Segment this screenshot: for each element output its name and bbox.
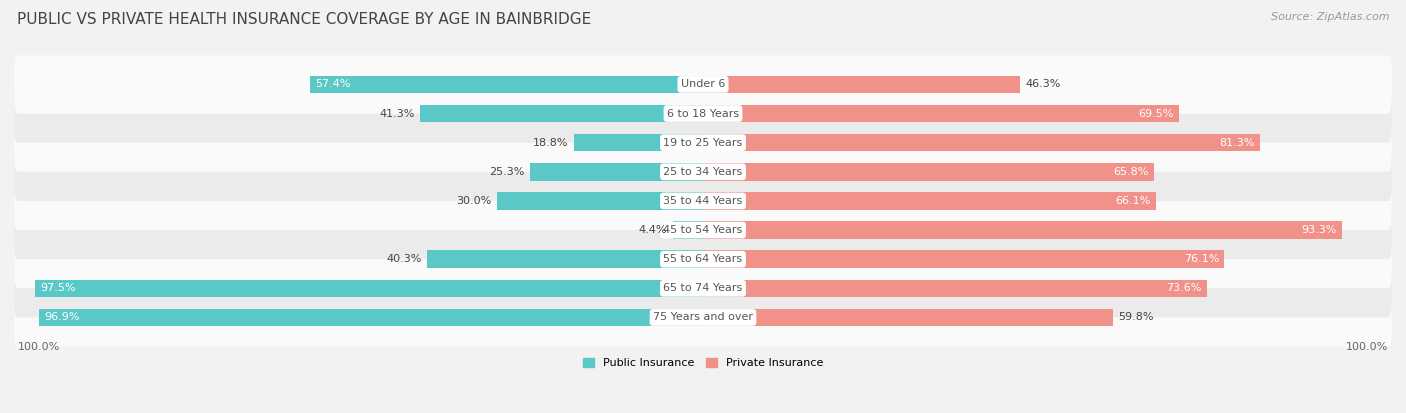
Text: 35 to 44 Years: 35 to 44 Years (664, 196, 742, 206)
Bar (703, 105, 1180, 122)
Bar (703, 134, 1260, 152)
Text: 41.3%: 41.3% (380, 109, 415, 119)
Text: 93.3%: 93.3% (1302, 225, 1337, 235)
Text: 19 to 25 Years: 19 to 25 Years (664, 138, 742, 148)
Text: 73.6%: 73.6% (1167, 283, 1202, 293)
Bar (703, 250, 1225, 268)
Text: 97.5%: 97.5% (41, 283, 76, 293)
FancyBboxPatch shape (14, 172, 1392, 230)
FancyBboxPatch shape (14, 142, 1392, 201)
Bar (530, 163, 703, 180)
FancyBboxPatch shape (14, 288, 1392, 347)
Text: 30.0%: 30.0% (457, 196, 492, 206)
Text: 46.3%: 46.3% (1026, 79, 1062, 89)
Bar (498, 192, 703, 210)
Bar (703, 221, 1343, 239)
Text: 25.3%: 25.3% (489, 167, 524, 177)
FancyBboxPatch shape (14, 114, 1392, 172)
Text: 40.3%: 40.3% (387, 254, 422, 264)
Text: 59.8%: 59.8% (1118, 313, 1154, 323)
FancyBboxPatch shape (14, 230, 1392, 288)
Text: 69.5%: 69.5% (1139, 109, 1174, 119)
Bar (703, 76, 1021, 93)
Bar (39, 309, 703, 326)
Text: 76.1%: 76.1% (1184, 254, 1219, 264)
Bar (420, 105, 703, 122)
Bar (574, 134, 703, 152)
Text: 81.3%: 81.3% (1219, 138, 1254, 148)
Text: 6 to 18 Years: 6 to 18 Years (666, 109, 740, 119)
Text: 18.8%: 18.8% (533, 138, 568, 148)
FancyBboxPatch shape (14, 84, 1392, 142)
Text: 96.9%: 96.9% (45, 313, 80, 323)
Text: 45 to 54 Years: 45 to 54 Years (664, 225, 742, 235)
Text: Under 6: Under 6 (681, 79, 725, 89)
FancyBboxPatch shape (14, 259, 1392, 318)
Text: 55 to 64 Years: 55 to 64 Years (664, 254, 742, 264)
Text: 100.0%: 100.0% (1346, 342, 1388, 352)
Text: 4.4%: 4.4% (638, 225, 668, 235)
Text: 100.0%: 100.0% (18, 342, 60, 352)
Text: 75 Years and over: 75 Years and over (652, 313, 754, 323)
Bar (309, 76, 703, 93)
FancyBboxPatch shape (14, 201, 1392, 259)
Text: 65 to 74 Years: 65 to 74 Years (664, 283, 742, 293)
Bar (703, 192, 1156, 210)
Bar (427, 250, 703, 268)
Legend: Public Insurance, Private Insurance: Public Insurance, Private Insurance (583, 358, 823, 368)
Text: 66.1%: 66.1% (1115, 196, 1150, 206)
FancyBboxPatch shape (14, 55, 1392, 114)
Bar (673, 221, 703, 239)
Text: 25 to 34 Years: 25 to 34 Years (664, 167, 742, 177)
Bar (35, 280, 703, 297)
Text: 65.8%: 65.8% (1114, 167, 1149, 177)
Text: Source: ZipAtlas.com: Source: ZipAtlas.com (1271, 12, 1389, 22)
Text: PUBLIC VS PRIVATE HEALTH INSURANCE COVERAGE BY AGE IN BAINBRIDGE: PUBLIC VS PRIVATE HEALTH INSURANCE COVER… (17, 12, 591, 27)
Bar (703, 280, 1208, 297)
Text: 57.4%: 57.4% (315, 79, 350, 89)
Bar (703, 309, 1112, 326)
Bar (703, 163, 1154, 180)
